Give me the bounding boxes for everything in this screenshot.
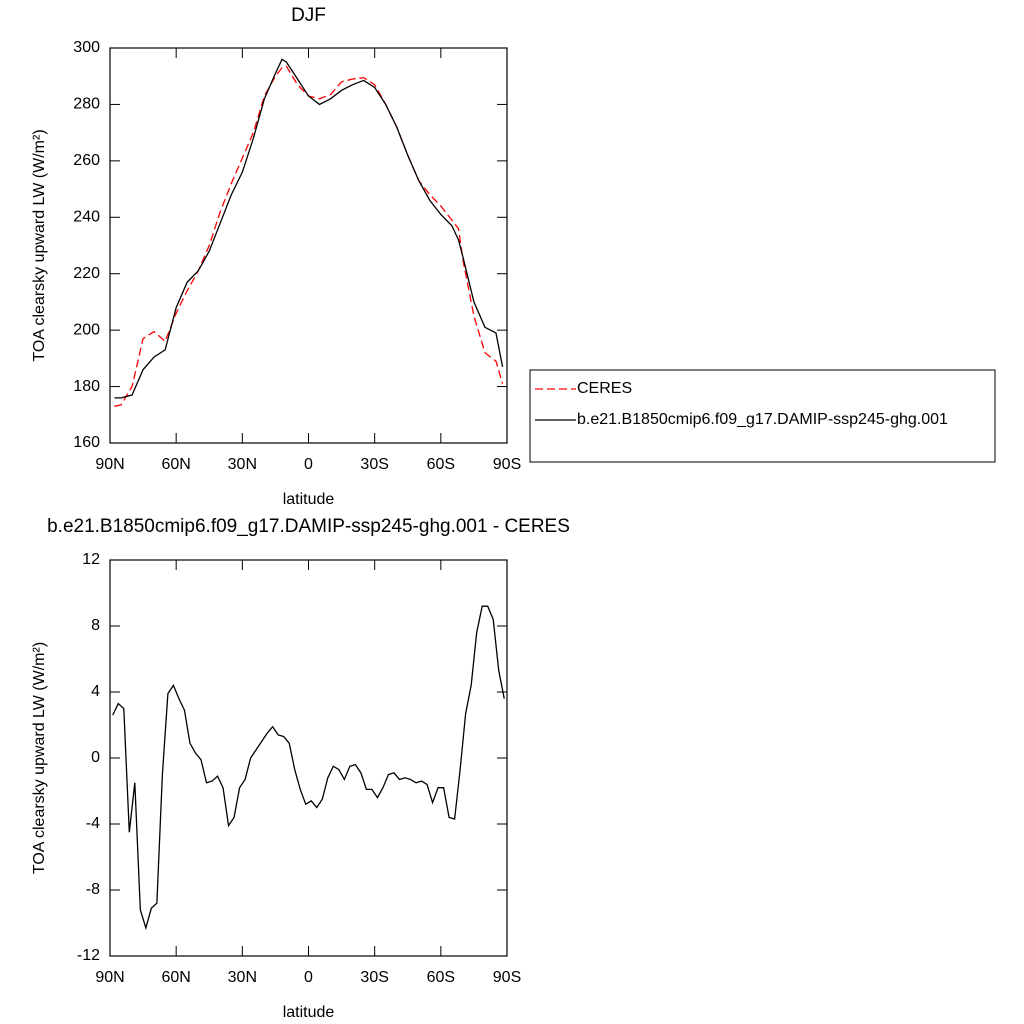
data-line	[112, 605, 505, 931]
data-line	[114, 65, 504, 407]
plot-frame	[109, 47, 508, 444]
legend-label: b.e21.B1850cmip6.f09_g17.DAMIP-ssp245-gh…	[577, 411, 948, 428]
x-tick-label: 60S	[427, 456, 455, 473]
y-tick-label: 200	[73, 321, 100, 338]
chart-title: DJF	[291, 5, 326, 26]
y-tick-label: 180	[73, 378, 100, 395]
x-tick-label: 90N	[95, 969, 124, 986]
y-tick-label: -8	[86, 881, 100, 898]
y-tick-label: -12	[77, 947, 100, 964]
x-tick-label: 30N	[228, 456, 257, 473]
x-tick-label: 30S	[360, 456, 388, 473]
y-tick-label: 220	[73, 265, 100, 282]
y-tick-label: 4	[91, 683, 100, 700]
x-tick-label: 30S	[360, 969, 388, 986]
y-tick-label: 0	[91, 749, 100, 766]
x-axis-label: latitude	[283, 491, 335, 508]
y-tick-label: -4	[86, 815, 100, 832]
x-tick-label: 30N	[228, 969, 257, 986]
chart-title: b.e21.B1850cmip6.f09_g17.DAMIP-ssp245-gh…	[47, 516, 570, 537]
legend-label: CERES	[577, 380, 632, 397]
x-tick-label: 90S	[493, 456, 521, 473]
legend-box	[529, 369, 996, 463]
x-axis-label: latitude	[283, 1004, 335, 1021]
y-tick-label: 280	[73, 96, 100, 113]
y-tick-label: 12	[82, 551, 100, 568]
y-tick-label: 160	[73, 434, 100, 451]
x-tick-label: 60N	[161, 456, 190, 473]
y-axis-label: TOA clearsky upward LW (W/m²)	[31, 129, 48, 361]
x-tick-label: 60N	[161, 969, 190, 986]
y-tick-label: 8	[91, 617, 100, 634]
plot-frame	[109, 559, 508, 957]
y-tick-label: 300	[73, 39, 100, 56]
x-tick-label: 90S	[493, 969, 521, 986]
x-tick-label: 60S	[427, 969, 455, 986]
x-tick-label: 90N	[95, 456, 124, 473]
y-tick-label: 240	[73, 209, 100, 226]
y-tick-label: 260	[73, 152, 100, 169]
data-line	[114, 58, 504, 399]
x-tick-label: 0	[304, 456, 313, 473]
y-axis-label: TOA clearsky upward LW (W/m²)	[31, 642, 48, 874]
x-tick-label: 0	[304, 969, 313, 986]
